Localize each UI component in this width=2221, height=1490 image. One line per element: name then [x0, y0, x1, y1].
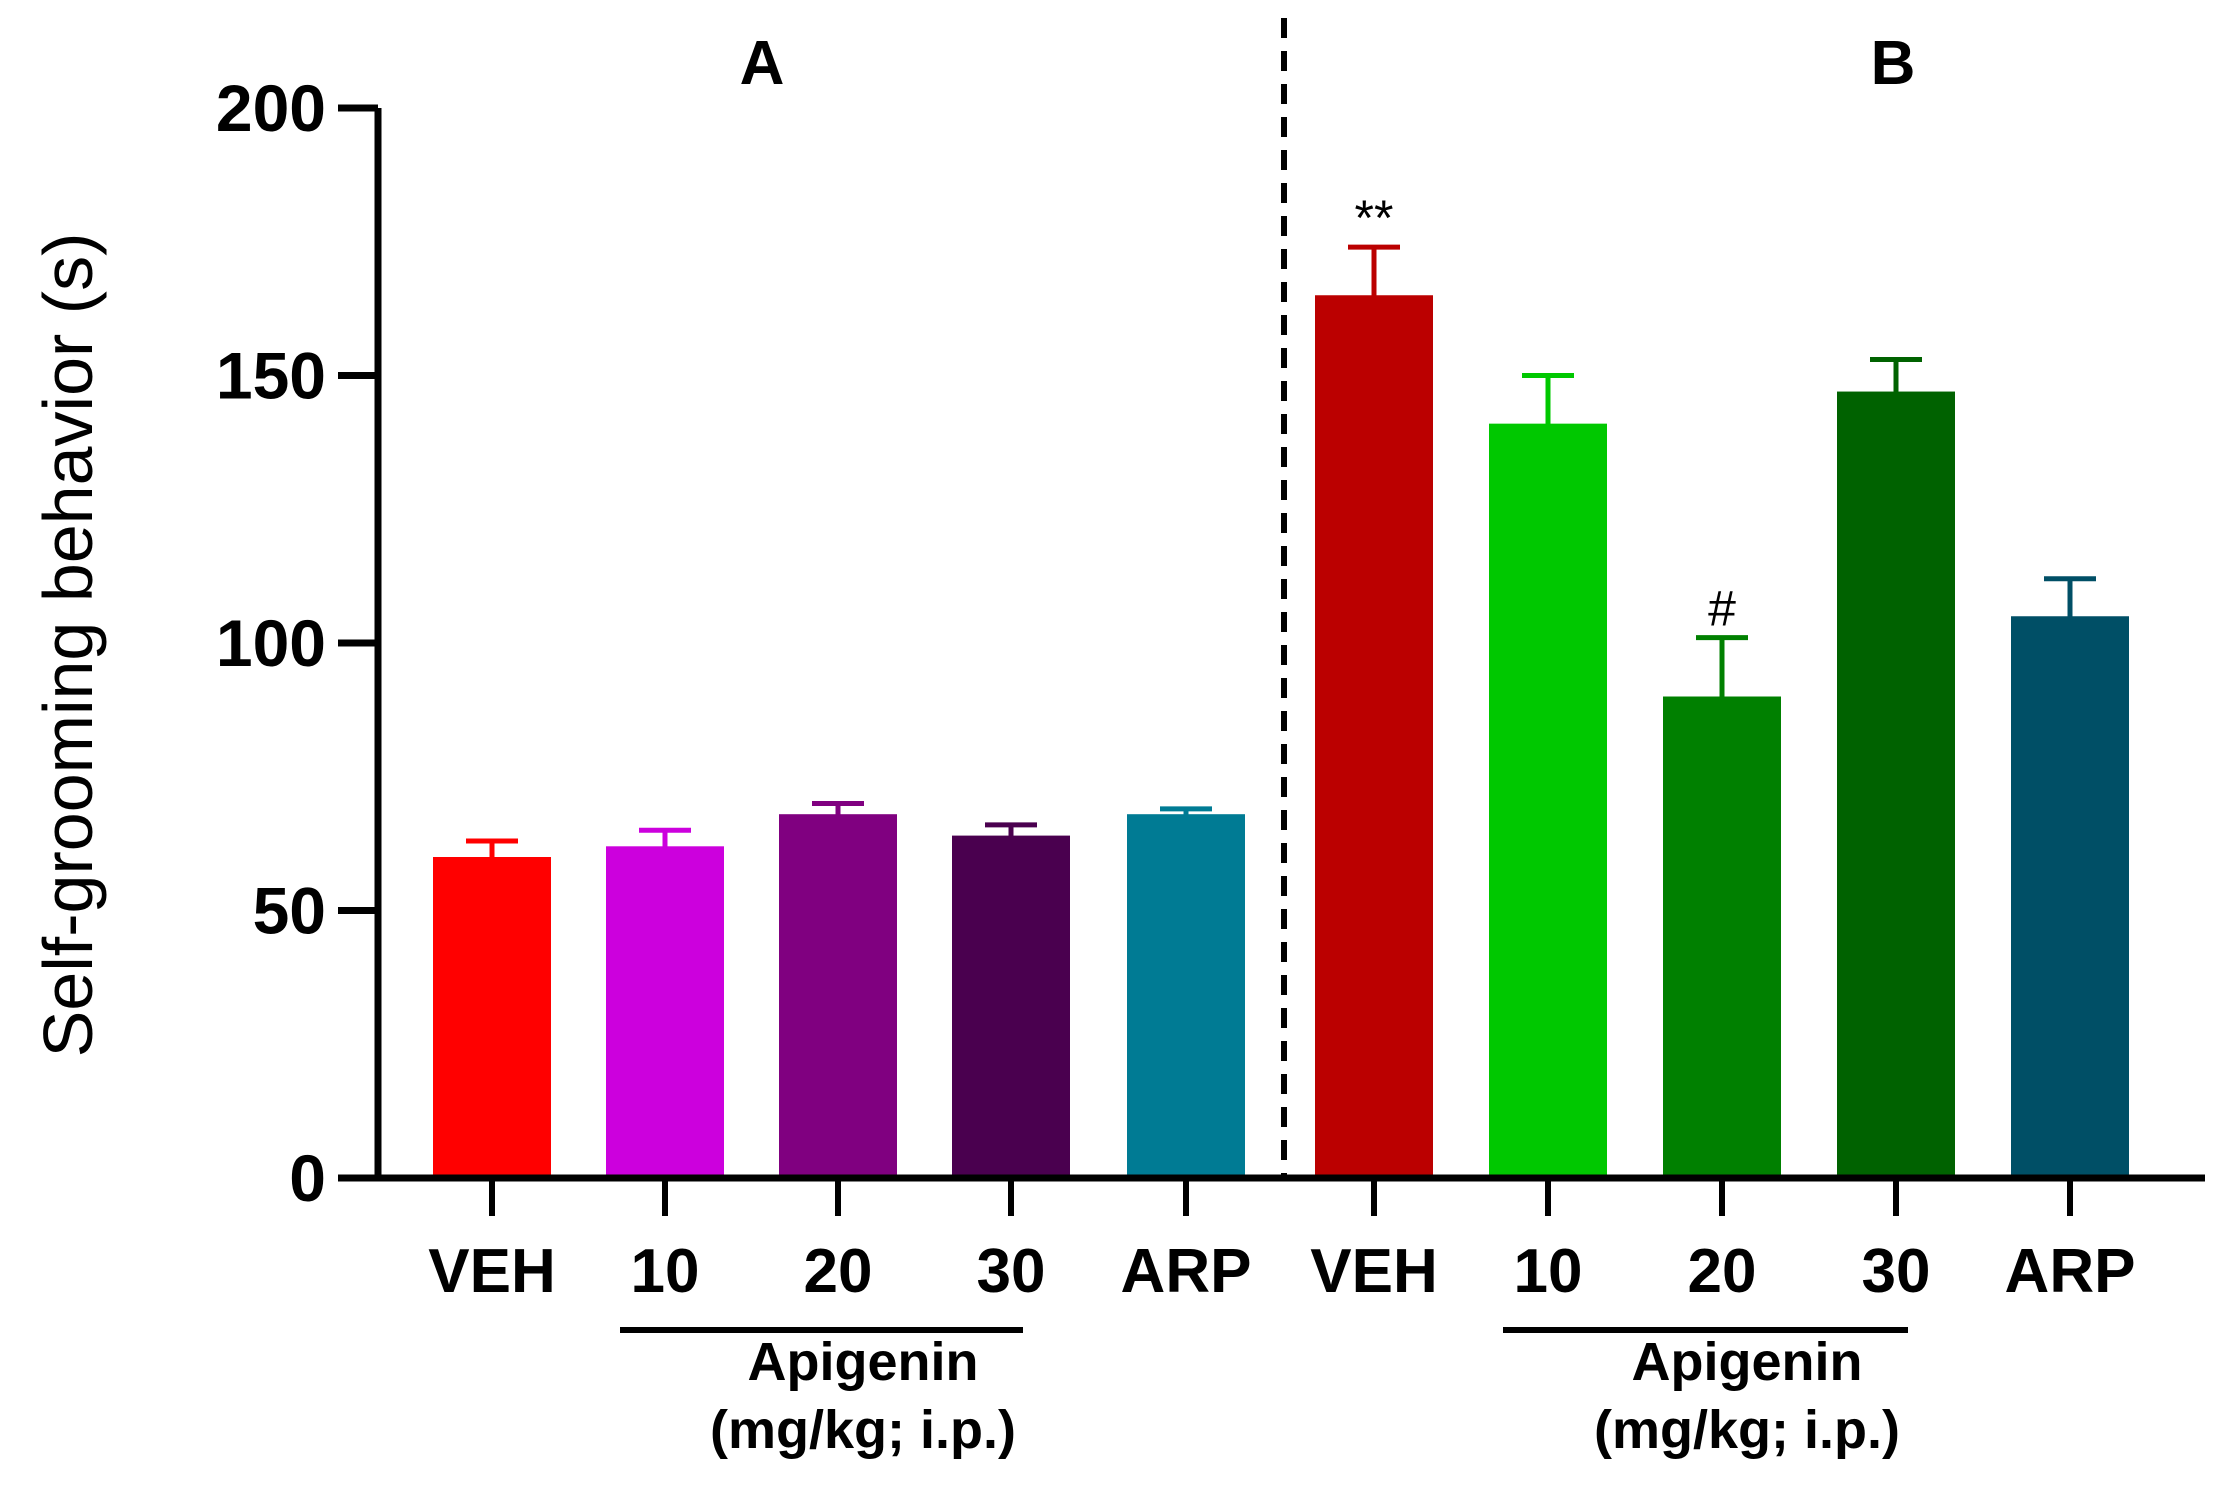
panel-label: B	[1871, 29, 1916, 98]
bar	[606, 846, 724, 1178]
significance-marker: #	[1708, 581, 1736, 637]
bar	[1127, 814, 1245, 1178]
y-tick-label: 0	[289, 1141, 326, 1215]
bar	[2011, 616, 2129, 1178]
bar	[433, 857, 551, 1178]
group-label: Apigenin	[748, 1332, 979, 1392]
bar	[952, 835, 1070, 1178]
y-axis-title: Self-grooming behavior (s)	[29, 233, 107, 1058]
panel-label: A	[740, 29, 785, 98]
group-unit-label: (mg/kg; i.p.)	[1594, 1400, 1900, 1460]
x-tick-label: 10	[631, 1237, 700, 1306]
significance-marker: **	[1355, 190, 1394, 246]
y-tick-label: 100	[216, 606, 326, 680]
x-tick-label: ARP	[2005, 1237, 2136, 1306]
bar	[1315, 295, 1433, 1178]
x-tick-label: 30	[1862, 1237, 1931, 1306]
group-unit-label: (mg/kg; i.p.)	[710, 1400, 1016, 1460]
x-tick-label: VEH	[1310, 1237, 1437, 1306]
bar	[1663, 696, 1781, 1178]
y-tick-label: 150	[216, 339, 326, 413]
x-tick-label: ARP	[1121, 1237, 1252, 1306]
bar	[1489, 423, 1607, 1178]
group-label: Apigenin	[1632, 1332, 1863, 1392]
x-tick-label: 30	[977, 1237, 1046, 1306]
x-tick-label: 20	[1688, 1237, 1757, 1306]
y-tick-label: 50	[253, 874, 326, 948]
x-tick-label: 10	[1514, 1237, 1583, 1306]
bar	[1837, 391, 1955, 1178]
x-tick-label: VEH	[428, 1237, 555, 1306]
x-tick-label: 20	[804, 1237, 873, 1306]
bar	[779, 814, 897, 1178]
y-tick-label: 200	[216, 71, 326, 145]
